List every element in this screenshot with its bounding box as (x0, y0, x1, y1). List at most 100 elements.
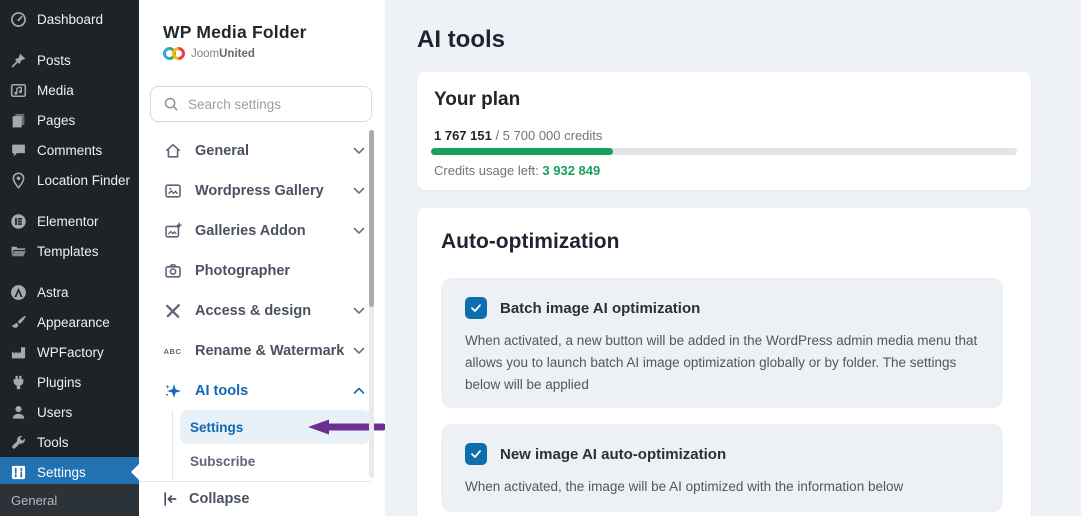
sidebar-item-label: Astra (37, 284, 69, 300)
sidebar-subitem-general[interactable]: General (0, 484, 139, 516)
search-input[interactable] (188, 96, 358, 112)
sidebar-item-posts[interactable]: Posts (0, 45, 139, 75)
menu-item-general[interactable]: General (139, 131, 385, 171)
comment-bubble-icon (9, 141, 28, 160)
auto-optimization-title: Auto-optimization (441, 230, 620, 253)
settings-menu: General Wordpress Gallery Galleries Addo… (139, 131, 385, 411)
menu-item-galleries-addon[interactable]: Galleries Addon (139, 211, 385, 251)
check-icon (471, 304, 481, 312)
settings-search[interactable] (150, 86, 372, 122)
sidebar-separator (0, 266, 139, 277)
sidebar-item-label: Media (37, 82, 74, 98)
astra-icon (9, 283, 28, 302)
sidebar-item-wpfactory[interactable]: WPFactory (0, 337, 139, 367)
sidebar-item-location-finder[interactable]: Location Finder (0, 165, 139, 195)
sidebar-item-pages[interactable]: Pages (0, 105, 139, 135)
collapse-button[interactable]: Collapse (139, 482, 385, 516)
credits-usage-text: 1 767 151 / 5 700 000 credits (434, 128, 602, 143)
gallery-image-icon (163, 182, 182, 201)
page-title: AI tools (417, 26, 505, 53)
sidebar-item-label: Settings (37, 464, 86, 480)
chevron-down-icon (353, 347, 365, 355)
option-new-image-auto-optimization: New image AI auto-optimization When acti… (441, 424, 1003, 512)
credits-left-value: 3 932 849 (542, 163, 601, 178)
sidebar-item-tools[interactable]: Tools (0, 427, 139, 457)
menu-item-rename-watermark[interactable]: ABC Rename & Watermark (139, 331, 385, 371)
collapse-arrow-icon (164, 492, 177, 506)
sidebar-separator (0, 195, 139, 206)
sidebar-item-users[interactable]: Users (0, 397, 139, 427)
folder-icon (9, 242, 28, 261)
sidebar-item-label: Tools (37, 434, 69, 450)
submenu-item-settings[interactable]: Settings (180, 410, 386, 444)
credits-progress-bar (431, 148, 1017, 155)
option-description: When activated, the image will be AI opt… (465, 479, 904, 494)
settings-panel: WP Media Folder JoomUnited General Wordp… (139, 0, 386, 516)
sidebar-item-dashboard[interactable]: Dashboard (0, 4, 139, 34)
chevron-down-icon (353, 227, 365, 235)
factory-icon (9, 343, 28, 362)
sidebar-item-templates[interactable]: Templates (0, 236, 139, 266)
sidebar-item-astra[interactable]: Astra (0, 277, 139, 307)
menu-item-ai-tools[interactable]: AI tools (139, 371, 385, 411)
sidebar-item-elementor[interactable]: Elementor (0, 206, 139, 236)
credits-used-value: 1 767 151 (434, 128, 492, 143)
menu-item-label: Wordpress Gallery (195, 183, 324, 199)
sidebar-item-settings[interactable]: Settings (0, 457, 139, 487)
check-icon (471, 450, 481, 458)
menu-item-label: AI tools (195, 383, 249, 399)
pages-icon (9, 111, 28, 130)
credits-left-text: Credits usage left: 3 932 849 (434, 163, 600, 178)
option-label: New image AI auto-optimization (500, 445, 727, 463)
menu-item-label: Galleries Addon (195, 223, 306, 239)
map-pin-icon (9, 171, 28, 190)
plan-card-title: Your plan (434, 89, 521, 110)
sidebar-item-label: WPFactory (37, 344, 104, 360)
elementor-icon (9, 212, 28, 231)
ai-sparkle-icon (163, 382, 182, 401)
sidebar-item-label: Plugins (37, 374, 82, 390)
submenu-indent-line (172, 410, 173, 480)
auto-optimization-card: Auto-optimization Batch image AI optimiz… (417, 208, 1031, 516)
your-plan-card: Your plan 1 767 151 / 5 700 000 credits … (417, 72, 1031, 190)
media-icon (9, 81, 28, 100)
sidebar-item-label: Users (37, 404, 73, 420)
wp-admin-sidebar: Dashboard Posts Media Pages Comments Loc… (0, 0, 139, 516)
gallery-plus-icon (163, 222, 182, 241)
credits-total-text: / 5 700 000 credits (491, 128, 603, 143)
main-content: AI tools Your plan 1 767 151 / 5 700 000… (385, 0, 1081, 516)
user-icon (9, 403, 28, 422)
search-icon (164, 97, 178, 111)
abc-icon: ABC (163, 346, 182, 356)
submenu-item-label: Settings (190, 419, 244, 435)
dashboard-icon (9, 10, 28, 29)
menu-item-label: Access & design (195, 303, 312, 319)
sidebar-item-media[interactable]: Media (0, 75, 139, 105)
option-batch-ai-optimization: Batch image AI optimization When activat… (441, 278, 1003, 408)
batch-ai-checkbox[interactable] (465, 297, 487, 319)
sidebar-item-label: Posts (37, 52, 71, 68)
sidebar-item-appearance[interactable]: Appearance (0, 307, 139, 337)
plan-progress-fill (431, 148, 613, 155)
new-image-ai-checkbox[interactable] (465, 443, 487, 465)
chevron-down-icon (353, 187, 365, 195)
menu-item-photographer[interactable]: Photographer (139, 251, 385, 291)
menu-item-label: Rename & Watermark (195, 343, 345, 359)
sidebar-item-plugins[interactable]: Plugins (0, 367, 139, 397)
menu-item-access-design[interactable]: Access & design (139, 291, 385, 331)
submenu-item-subscribe[interactable]: Subscribe (180, 444, 371, 478)
joomunited-brand: JoomUnited (160, 44, 255, 63)
paintbrush-icon (9, 313, 28, 332)
sidebar-item-label: Location Finder (37, 172, 131, 188)
brand-text: JoomUnited (191, 47, 255, 60)
active-menu-notch (131, 464, 139, 480)
pushpin-icon (9, 51, 28, 70)
collapse-label: Collapse (189, 491, 250, 507)
menu-item-wordpress-gallery[interactable]: Wordpress Gallery (139, 171, 385, 211)
panel-divider (139, 481, 371, 482)
chevron-down-icon (353, 147, 365, 155)
sidebar-separator (0, 34, 139, 45)
submenu-item-label: Subscribe (190, 453, 256, 469)
sidebar-item-comments[interactable]: Comments (0, 135, 139, 165)
panel-scrollbar-thumb[interactable] (369, 130, 374, 307)
